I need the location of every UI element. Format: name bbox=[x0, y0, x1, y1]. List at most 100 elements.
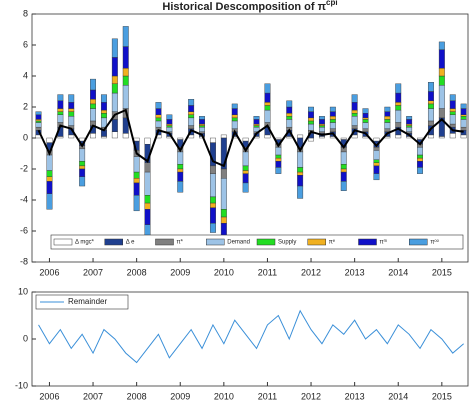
x-tick-label: 2009 bbox=[170, 267, 190, 277]
x-tick-label: 2013 bbox=[345, 267, 365, 277]
bar-segment bbox=[460, 134, 467, 139]
bar-segment bbox=[242, 173, 249, 184]
bar-segment bbox=[57, 136, 64, 139]
bar-segment bbox=[318, 125, 325, 128]
bar-segment bbox=[362, 112, 369, 119]
bar-segment bbox=[417, 157, 423, 162]
bar-segment bbox=[122, 85, 129, 109]
bar-segment bbox=[220, 168, 227, 179]
bar-segment bbox=[297, 174, 304, 187]
bar-segment bbox=[449, 133, 456, 139]
legend-swatch bbox=[206, 238, 225, 246]
bar-segment bbox=[144, 209, 151, 226]
legend-label: Remainder bbox=[68, 297, 107, 306]
y-tick-label: 10 bbox=[18, 286, 28, 296]
bar-segment bbox=[351, 94, 358, 103]
bar-segment bbox=[373, 162, 380, 167]
bar-segment bbox=[275, 157, 282, 162]
bar-segment bbox=[264, 92, 271, 103]
y-tick-label: 6 bbox=[23, 39, 28, 49]
bar-segment bbox=[406, 116, 413, 120]
x-tick-label: 2014 bbox=[388, 391, 408, 401]
bar-segment bbox=[286, 106, 293, 114]
bar-segment bbox=[242, 151, 249, 167]
bar-segment bbox=[406, 123, 413, 126]
bar-segment bbox=[122, 75, 129, 86]
bar-segment bbox=[177, 137, 184, 140]
bar-segment bbox=[384, 106, 391, 112]
bar-segment bbox=[395, 92, 402, 103]
x-tick-label: 2010 bbox=[214, 267, 234, 277]
bar-segment bbox=[460, 119, 467, 128]
bar-segment bbox=[122, 26, 129, 47]
bar-segment bbox=[209, 223, 216, 233]
bar-segment bbox=[231, 108, 238, 115]
bar-segment bbox=[111, 131, 118, 139]
bar-segment bbox=[460, 126, 467, 131]
bar-segment bbox=[449, 111, 456, 115]
bar-segment bbox=[384, 122, 391, 129]
x-tick-label: 2011 bbox=[258, 391, 277, 401]
legend-swatch bbox=[358, 238, 377, 246]
bar-segment bbox=[449, 100, 456, 109]
x-tick-label: 2015 bbox=[432, 391, 452, 401]
bar-segment bbox=[68, 111, 75, 117]
bar-segment bbox=[188, 125, 195, 129]
bar-segment bbox=[275, 137, 282, 140]
bar-segment bbox=[144, 162, 151, 173]
bar-segment bbox=[35, 120, 42, 123]
bar-segment bbox=[166, 119, 173, 125]
bar-segment bbox=[318, 119, 325, 125]
bar-segment bbox=[111, 92, 118, 112]
bar-segment bbox=[68, 94, 75, 103]
series-line bbox=[38, 309, 464, 364]
bar-segment bbox=[122, 46, 129, 69]
bar-segment bbox=[177, 171, 184, 182]
bar-segment bbox=[406, 119, 413, 125]
bar-segment bbox=[351, 112, 358, 117]
bar-segment bbox=[133, 182, 140, 196]
bar-segment bbox=[166, 114, 173, 120]
bar-segment bbox=[79, 176, 86, 187]
bar-segment bbox=[57, 111, 64, 115]
bar-segment bbox=[384, 119, 391, 123]
x-tick-label: 2006 bbox=[39, 391, 59, 401]
bar-segment bbox=[329, 106, 336, 112]
y-tick-label: 2 bbox=[23, 101, 28, 111]
bar-segment bbox=[286, 112, 293, 117]
bar-segment bbox=[264, 109, 271, 123]
title-superscript: cpi bbox=[326, 0, 338, 7]
bar-segment bbox=[100, 136, 107, 139]
bar-segment bbox=[57, 108, 64, 112]
bar-segment bbox=[199, 119, 205, 125]
x-tick-label: 2015 bbox=[432, 267, 452, 277]
bar-segment bbox=[111, 38, 118, 58]
legend-label: Δ e bbox=[126, 240, 135, 246]
bar-segment bbox=[308, 106, 314, 112]
bar-segment bbox=[209, 196, 216, 204]
bar-segment bbox=[329, 119, 336, 123]
bar-segment bbox=[46, 170, 53, 177]
bar-segment bbox=[35, 114, 42, 120]
bar-segment bbox=[438, 85, 445, 109]
x-tick-label: 2008 bbox=[127, 267, 147, 277]
bar-segment bbox=[79, 165, 86, 170]
bar-segment bbox=[155, 120, 162, 128]
bar-segment bbox=[264, 105, 271, 111]
bar-segment bbox=[449, 94, 456, 101]
legend-swatch bbox=[155, 238, 174, 246]
bar-segment bbox=[264, 134, 271, 139]
bar-segment bbox=[362, 108, 369, 114]
bar-segment bbox=[318, 116, 325, 120]
bar-segment bbox=[188, 114, 195, 119]
bar-segment bbox=[362, 128, 369, 132]
legend-label: Supply bbox=[278, 240, 296, 246]
bar-segment bbox=[242, 170, 249, 174]
bar-segment bbox=[79, 168, 86, 177]
x-tick-label: 2009 bbox=[170, 391, 190, 401]
bar-segment bbox=[46, 154, 53, 171]
bar-segment bbox=[133, 156, 140, 173]
bar-segment bbox=[373, 137, 380, 142]
bar-segment bbox=[308, 137, 314, 142]
plot-frame bbox=[31, 13, 469, 263]
